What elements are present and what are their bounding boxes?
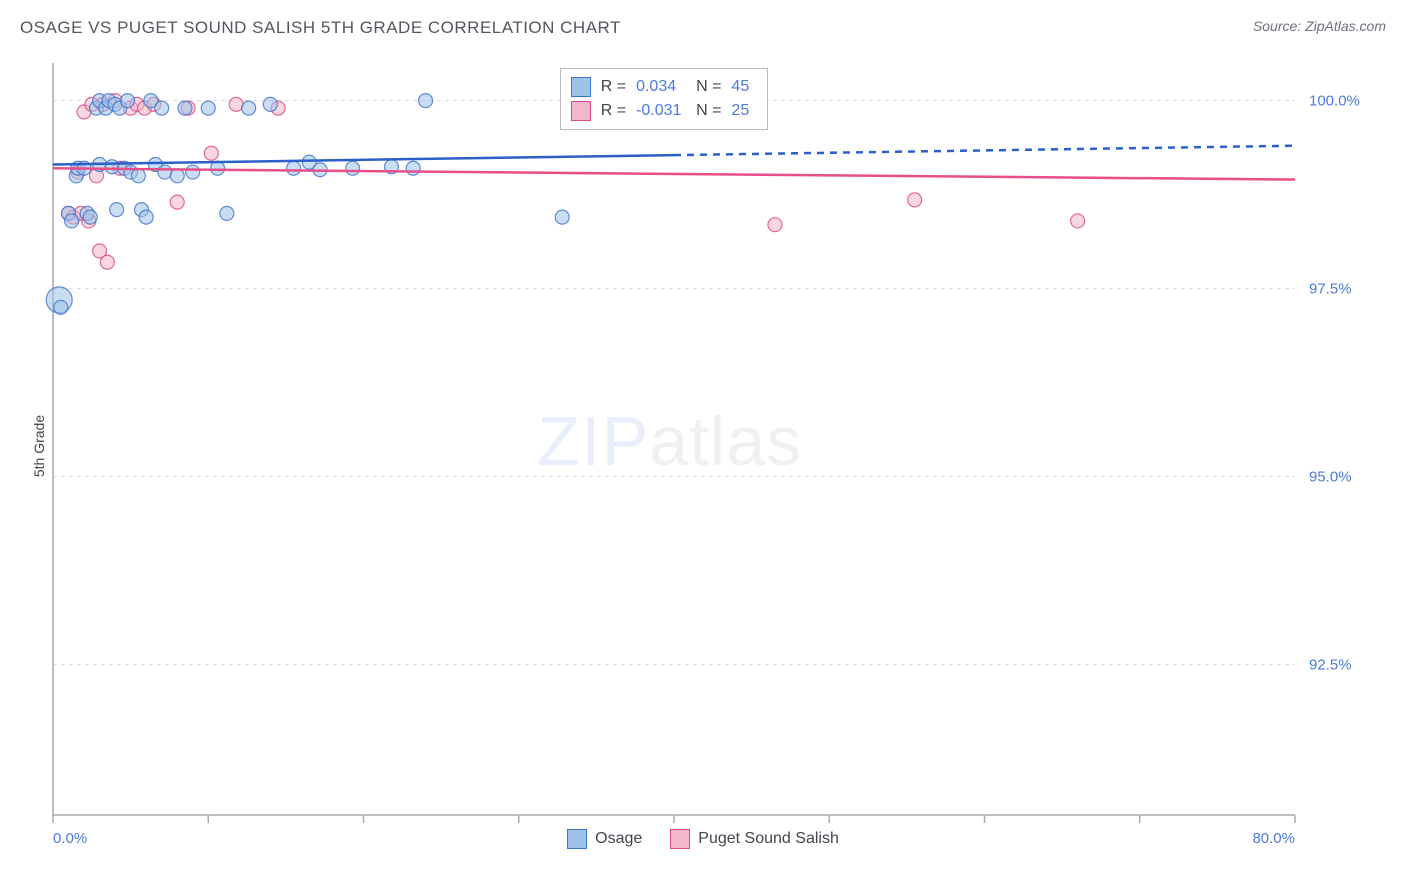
svg-text:95.0%: 95.0% <box>1309 469 1352 486</box>
svg-text:97.5%: 97.5% <box>1309 281 1352 298</box>
stats-box: R = 0.034N = 45R = -0.031N = 25 <box>560 68 768 130</box>
source-label: Source: ZipAtlas.com <box>1253 18 1386 34</box>
legend: OsagePuget Sound Salish <box>0 829 1406 849</box>
chart-title: OSAGE VS PUGET SOUND SALISH 5TH GRADE CO… <box>20 18 621 37</box>
svg-text:100.0%: 100.0% <box>1309 93 1360 110</box>
svg-text:92.5%: 92.5% <box>1309 657 1352 674</box>
plot-area: 92.5%95.0%97.5%100.0%0.0%80.0% <box>45 55 1385 845</box>
chart-svg: 92.5%95.0%97.5%100.0%0.0%80.0% <box>45 55 1385 845</box>
